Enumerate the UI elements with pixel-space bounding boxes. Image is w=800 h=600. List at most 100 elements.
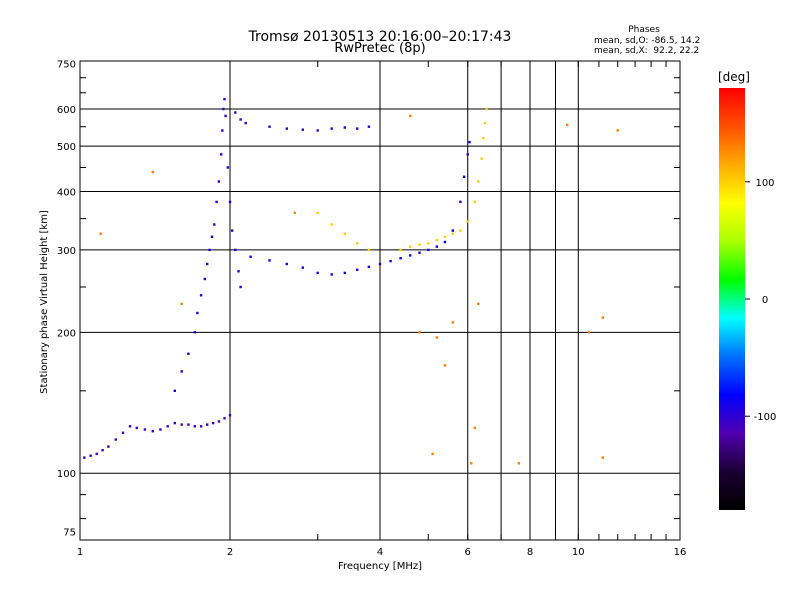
data-point [566, 123, 569, 127]
data-point [477, 180, 480, 183]
data-point [482, 136, 485, 140]
data-points [83, 97, 619, 465]
y-tick-label: 750 [57, 60, 76, 71]
data-point [485, 107, 488, 111]
data-point [199, 425, 203, 428]
data-point [477, 302, 480, 306]
data-point [244, 121, 247, 125]
x-tick-label: 8 [527, 547, 533, 558]
y-tick-label: 500 [57, 142, 76, 153]
data-point [616, 129, 619, 132]
data-point [330, 273, 333, 276]
x-tick-label: 6 [465, 547, 471, 558]
x-tick-label: 4 [377, 547, 383, 558]
data-point [316, 211, 319, 215]
data-point [468, 140, 471, 144]
data-point [483, 121, 487, 125]
data-point [173, 421, 176, 425]
y-tick-label: 200 [57, 328, 76, 339]
data-point [211, 421, 215, 425]
data-point [301, 266, 304, 269]
data-point [143, 428, 147, 431]
data-point [223, 97, 226, 101]
data-point [443, 235, 447, 238]
data-point [466, 220, 469, 223]
data-point [215, 200, 218, 204]
data-point [237, 270, 240, 273]
colorbar-tick-label: 0 [762, 295, 768, 306]
data-point [239, 118, 242, 121]
data-point [451, 321, 454, 324]
data-point [135, 426, 138, 430]
y-axis-label: Stationary phase Virtual Height [km] [39, 210, 50, 394]
data-point [151, 170, 154, 174]
data-point [228, 414, 232, 417]
data-point [151, 430, 154, 433]
data-point [193, 425, 196, 428]
data-point [193, 331, 196, 334]
data-point [89, 454, 92, 457]
data-point [470, 462, 473, 465]
data-point [451, 229, 454, 232]
data-point [601, 316, 604, 319]
data-point [367, 125, 371, 128]
data-point [203, 277, 206, 281]
data-point [206, 262, 209, 266]
data-point [180, 370, 183, 373]
data-point [418, 243, 421, 246]
data-point [399, 248, 402, 252]
data-point [268, 125, 271, 128]
data-point [316, 129, 319, 132]
data-point [187, 423, 190, 426]
phase-stats: Phases mean, sd,O: -86.5, 14.2 mean, sd,… [594, 25, 700, 56]
data-point [587, 331, 590, 334]
x-tick-label: 2 [227, 547, 233, 558]
data-point [220, 153, 223, 156]
data-point [166, 425, 169, 428]
data-point [356, 242, 359, 245]
data-point [222, 107, 225, 111]
chart-subtitle: RwPretec (8p) [334, 41, 425, 56]
data-point [285, 262, 288, 266]
colorbar-tick-label: -100 [754, 412, 777, 423]
data-point [459, 200, 462, 204]
data-point [208, 248, 211, 252]
data-point [316, 271, 319, 275]
data-point [217, 420, 221, 423]
axes: 1 2 4 6 8 10 16 75 100 200 300 400 500 600 750 [57, 60, 686, 558]
data-point [301, 128, 304, 131]
data-point [435, 238, 438, 242]
data-point [330, 223, 333, 226]
data-point [451, 232, 454, 235]
data-point [223, 417, 226, 420]
data-point [473, 200, 476, 204]
data-point [196, 311, 199, 315]
data-point [159, 428, 162, 431]
phase-stats-x: mean, sd,X: 92.2, 22.2 [594, 46, 699, 56]
data-point [234, 111, 237, 114]
data-point [462, 175, 466, 178]
data-point [285, 127, 288, 130]
data-point [427, 242, 430, 245]
data-point [249, 255, 252, 258]
data-point [409, 254, 412, 257]
data-point [268, 259, 271, 262]
data-point [210, 235, 214, 238]
data-point [330, 127, 333, 130]
data-point [343, 126, 346, 129]
colorbar-scale [719, 88, 745, 510]
y-tick-label: 400 [57, 187, 76, 198]
y-tick-label: 600 [57, 105, 76, 116]
data-point [466, 153, 469, 156]
x-tick-label: 16 [674, 547, 687, 558]
data-point [121, 431, 125, 434]
data-point [418, 331, 421, 334]
colorbar-label: [deg] [718, 70, 750, 84]
data-point [221, 129, 224, 132]
data-point [356, 268, 359, 271]
data-point [473, 426, 476, 430]
data-point [99, 232, 102, 235]
x-axis-label: Frequency [MHz] [338, 561, 422, 572]
data-point [107, 445, 110, 448]
data-point [213, 223, 216, 226]
